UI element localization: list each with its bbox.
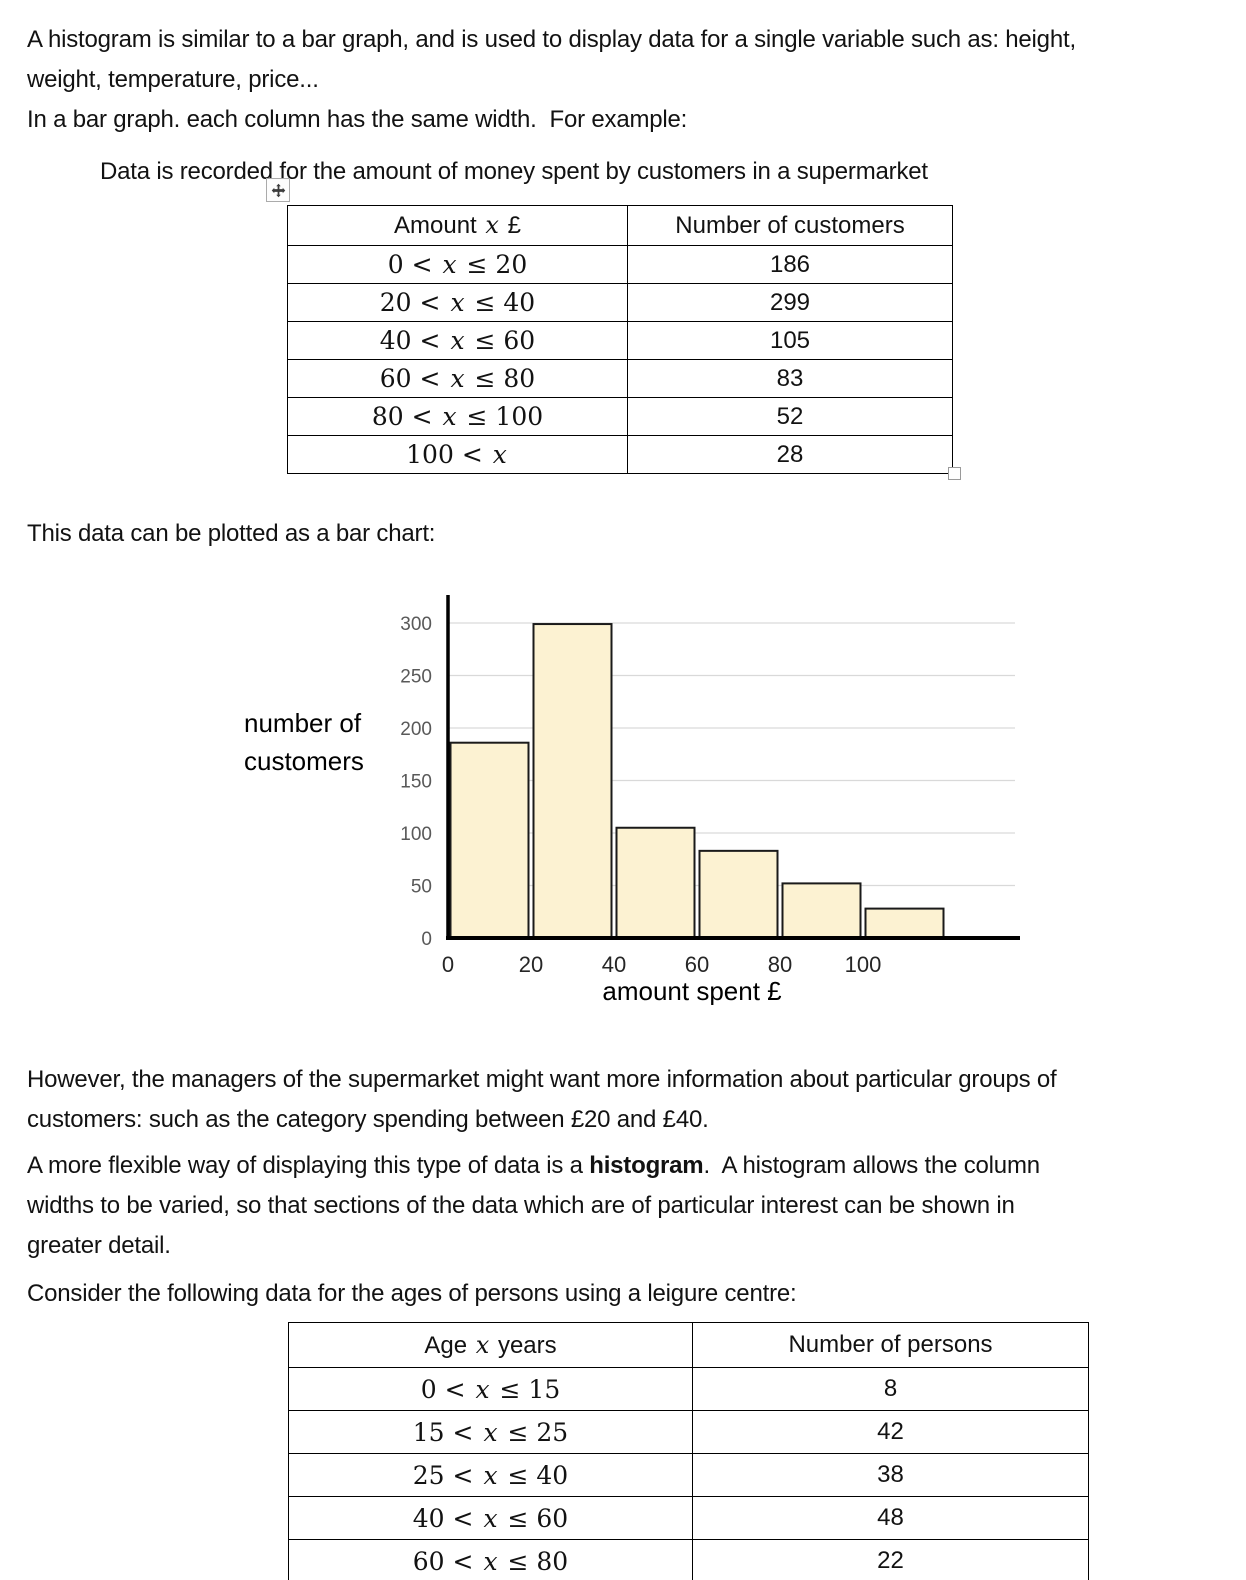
however-line-1: However, the managers of the supermarket…	[27, 1066, 1057, 1093]
table-resize-handle[interactable]	[948, 467, 961, 480]
however-paragraph: However, the managers of the supermarket…	[27, 1060, 1057, 1140]
table-row: 0 < x ≤ 15 8	[288, 1367, 1089, 1411]
range-cell: 0 < x ≤ 15	[288, 1367, 693, 1411]
table-row: 25 < x ≤ 40 38	[288, 1453, 1089, 1497]
y-tick-label: 250	[400, 667, 432, 688]
y-axis-title: number of	[244, 708, 362, 738]
range-cell: 100 < x	[287, 435, 628, 474]
table-move-handle[interactable]	[266, 178, 290, 202]
range-cell: 60 < x ≤ 80	[288, 1539, 693, 1580]
however-line-2: customers: such as the category spending…	[27, 1106, 709, 1133]
bar-60-80	[698, 849, 779, 940]
range-cell: 60 < x ≤ 80	[287, 359, 628, 398]
table-row: 40 < x ≤ 60 48	[288, 1496, 1089, 1540]
bar-chart: 0 50 100 150 200 250 300 0 20 40 60 80 100 number of c…	[244, 595, 1020, 1005]
supermarket-table: Amount x £ Number of customers 0 < x ≤ 2…	[287, 205, 953, 474]
move-arrows-icon	[271, 183, 285, 197]
intro-paragraph: A histogram is similar to a bar graph, a…	[27, 20, 1076, 100]
table-row: 80 < x ≤ 100 52	[287, 397, 953, 436]
table-row: 60 < x ≤ 80 83	[287, 359, 953, 398]
value-cell: 105	[627, 321, 953, 360]
range-cell: 0 < x ≤ 20	[287, 245, 628, 284]
range-cell: 20 < x ≤ 40	[287, 283, 628, 322]
x-tick-label: 80	[768, 952, 792, 977]
y-tick-label: 50	[411, 877, 432, 898]
intro-line-2: weight, temperature, price...	[27, 66, 319, 93]
flexible-line-2: widths to be varied, so that sections of…	[27, 1192, 1015, 1219]
table-row: 60 < x ≤ 80 22	[288, 1539, 1089, 1580]
range-cell: 80 < x ≤ 100	[287, 397, 628, 436]
bar-0-20	[449, 741, 530, 939]
flexible-paragraph: A more flexible way of displaying this t…	[27, 1146, 1040, 1266]
x-axis-title: amount spent £	[602, 976, 782, 1005]
x-tick-label: 100	[845, 952, 882, 977]
bar-graph-note: In a bar graph. each column has the same…	[27, 106, 688, 133]
bar-40-60	[615, 826, 696, 939]
value-cell: 28	[627, 435, 953, 474]
value-cell: 38	[692, 1453, 1089, 1497]
flexible-line-3: greater detail.	[27, 1232, 171, 1259]
value-cell: 299	[627, 283, 953, 322]
value-cell: 52	[627, 397, 953, 436]
leisure-centre-table: Age x years Number of persons 0 < x ≤ 15…	[288, 1322, 1089, 1580]
x-tick-label: 40	[602, 952, 626, 977]
range-cell: 15 < x ≤ 25	[288, 1410, 693, 1454]
amount-header-cell: Amount x £	[287, 205, 628, 246]
table-row: 15 < x ≤ 25 42	[288, 1410, 1089, 1454]
y-tick-label: 150	[400, 772, 432, 793]
value-cell: 186	[627, 245, 953, 284]
table-header-row: Age x years Number of persons	[288, 1322, 1089, 1368]
x-tick-label: 60	[685, 952, 709, 977]
y-tick-label: 300	[400, 614, 432, 635]
bar-80-100	[781, 882, 862, 939]
range-cell: 40 < x ≤ 60	[287, 321, 628, 360]
y-tick-label: 0	[421, 929, 432, 950]
bar-20-40	[532, 623, 613, 940]
value-cell: 48	[692, 1496, 1089, 1540]
flexible-line-1: A more flexible way of displaying this t…	[27, 1152, 1040, 1179]
y-tick-label: 200	[400, 719, 432, 740]
y-tick-label: 100	[400, 824, 432, 845]
table-row: 20 < x ≤ 40 299	[287, 283, 953, 322]
range-cell: 25 < x ≤ 40	[288, 1453, 693, 1497]
bar-100-120	[864, 907, 945, 940]
x-tick-label: 0	[442, 952, 454, 977]
value-cell: 83	[627, 359, 953, 398]
x-tick-label: 20	[519, 952, 543, 977]
plot-note: This data can be plotted as a bar chart:	[27, 520, 436, 547]
value-cell: 22	[692, 1539, 1089, 1580]
age-header-cell: Age x years	[288, 1322, 693, 1368]
range-cell: 40 < x ≤ 60	[288, 1496, 693, 1540]
table-row: 40 < x ≤ 60 105	[287, 321, 953, 360]
value-cell: 42	[692, 1410, 1089, 1454]
y-axis-title: customers	[244, 746, 364, 776]
table-header-row: Amount x £ Number of customers	[287, 205, 953, 246]
value-cell: 8	[692, 1367, 1089, 1411]
persons-header-cell: Number of persons	[692, 1322, 1089, 1368]
intro-line-1: A histogram is similar to a bar graph, a…	[27, 26, 1076, 53]
histogram-bold-word: histogram	[589, 1152, 704, 1179]
customers-header-cell: Number of customers	[627, 205, 953, 246]
table-row: 0 < x ≤ 20 186	[287, 245, 953, 284]
consider-line: Consider the following data for the ages…	[27, 1280, 797, 1307]
data-recorded-line: Data is recorded for the amount of money…	[100, 158, 928, 185]
table-row: 100 < x 28	[287, 435, 953, 474]
